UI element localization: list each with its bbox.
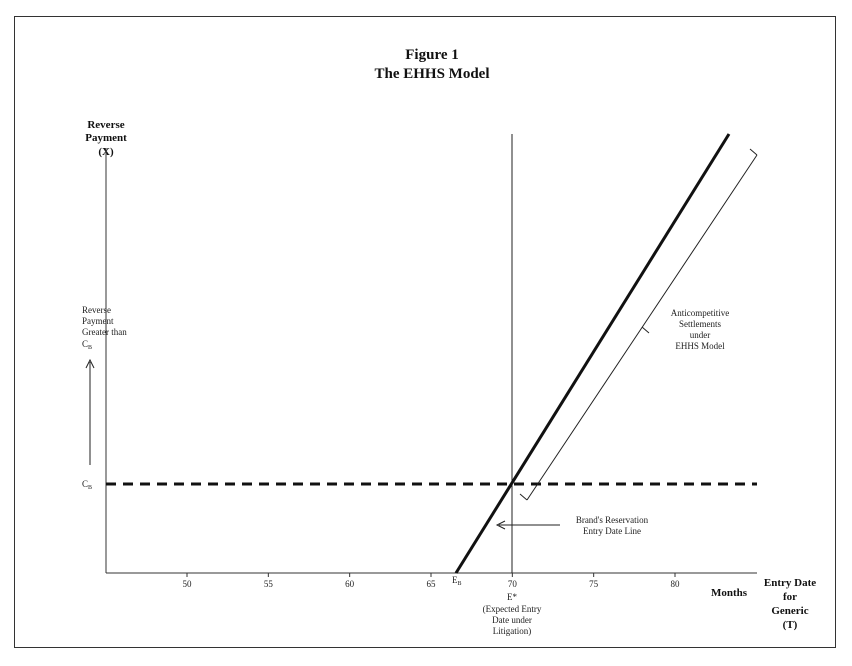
figure-frame xyxy=(14,16,836,648)
anticompetitive-note-line1: Anticompetitive xyxy=(671,308,730,318)
e-star-note-line1: (Expected Entry xyxy=(483,604,542,614)
reservation-note-line2: Entry Date Line xyxy=(583,526,641,536)
figure-title-line1: Figure 1 xyxy=(405,47,458,63)
e-star-note-line3: Litigation) xyxy=(493,626,532,636)
eb-axis-label: EB xyxy=(452,575,462,587)
x-axis-label-line3: Generic xyxy=(771,605,808,617)
eb-label-main: E xyxy=(452,575,458,585)
x-tick-label: 65 xyxy=(427,579,437,589)
reservation-note-line1: Brand's Reservation xyxy=(576,515,649,525)
reverse-payment-note: Reverse Payment Greater than CB xyxy=(82,305,127,351)
x-tick-label: 50 xyxy=(183,579,193,589)
e-star-label: E* xyxy=(507,592,517,602)
reverse-payment-note-line1: Reverse xyxy=(82,305,111,315)
left-arrow-icon xyxy=(495,520,560,530)
reverse-payment-note-line3: Greater than xyxy=(82,327,127,337)
x-tick-label: 80 xyxy=(671,579,681,589)
x-tick-label: 60 xyxy=(345,579,355,589)
e-star-note-line2: Date under xyxy=(492,615,532,625)
y-axis-label-line1: Reverse xyxy=(87,119,124,131)
x-tick-label: 55 xyxy=(264,579,274,589)
reservation-entry-date-line xyxy=(454,133,731,574)
y-axis-label-line2: Payment xyxy=(85,132,127,144)
cb-label-main: C xyxy=(82,479,88,489)
cb-label-sub: B xyxy=(88,485,92,491)
cb-note-main: C xyxy=(82,339,88,349)
anticompetitive-note-line2: Settlements xyxy=(679,319,721,329)
figure-title-line2: The EHHS Model xyxy=(374,66,489,82)
reverse-payment-note-line2: Payment xyxy=(82,316,114,326)
anticompetitive-bracket xyxy=(519,148,758,501)
anticompetitive-note-line4: EHHS Model xyxy=(675,341,725,351)
x-axis-units: Months xyxy=(711,587,748,599)
x-axis-ticks: 50 55 60 65 70 75 80 xyxy=(183,573,681,589)
x-axis-label-line1: Entry Date xyxy=(764,577,816,589)
reverse-payment-note-line4: CB xyxy=(82,339,92,351)
anticompetitive-note-line3: under xyxy=(690,330,711,340)
x-axis-label-line4: (T) xyxy=(783,619,798,631)
x-tick-label: 75 xyxy=(589,579,599,589)
up-arrow-icon xyxy=(85,358,95,465)
cb-axis-label: CB xyxy=(82,479,92,491)
cb-note-sub: B xyxy=(88,345,92,351)
x-axis-label-line2: for xyxy=(783,591,797,603)
x-tick-label: 70 xyxy=(508,579,518,589)
eb-label-sub: B xyxy=(458,581,462,587)
